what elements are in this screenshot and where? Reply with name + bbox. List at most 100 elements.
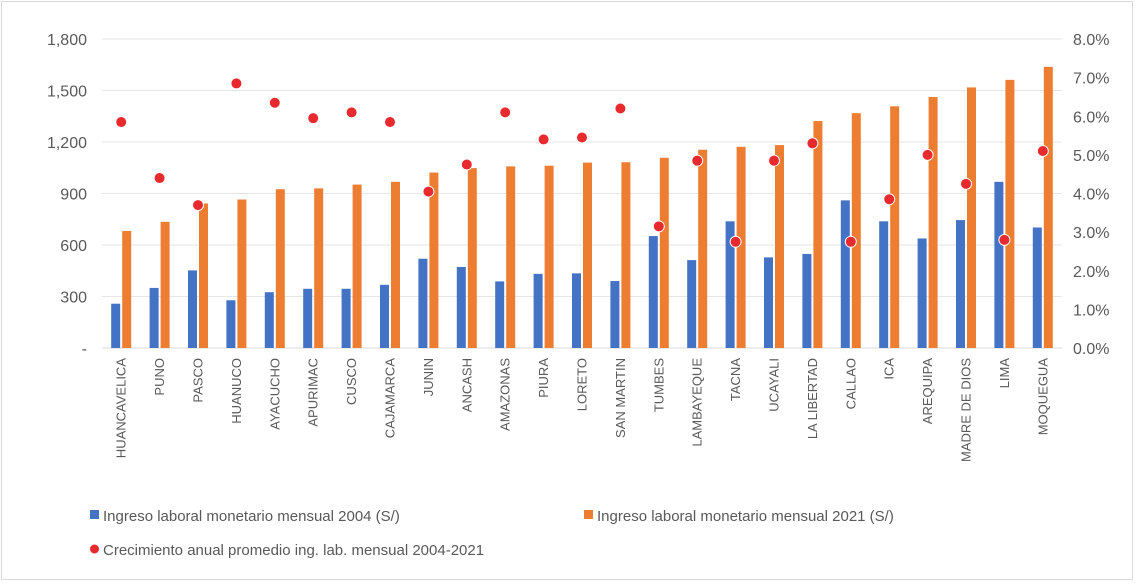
growth-point — [115, 116, 128, 129]
growth-point — [998, 233, 1011, 246]
right-tick-label: 4.0% — [1073, 187, 1109, 204]
bar-2004 — [456, 266, 466, 348]
category-label: MADRE DE DIOS — [959, 358, 974, 462]
right-tick-label: 5.0% — [1073, 148, 1109, 165]
category-label: TACNA — [728, 358, 743, 401]
growth-point — [576, 131, 588, 144]
left-tick-label: 1,200 — [47, 135, 87, 152]
bar-2004 — [840, 200, 850, 348]
category-label: SAN MARTIN — [613, 358, 628, 438]
bar-2021 — [429, 172, 439, 348]
bar-2021 — [698, 149, 708, 348]
growth-point — [192, 199, 204, 212]
bar-2004 — [303, 288, 313, 348]
category-label: MOQUEGUA — [1035, 358, 1050, 436]
bar-2004 — [572, 273, 581, 348]
growth-point — [960, 177, 972, 190]
category-label: PUNO — [152, 358, 167, 396]
bar-2021 — [775, 145, 784, 348]
bar-2021 — [583, 162, 592, 348]
category-label: AREQUIPA — [920, 358, 935, 425]
left-tick-label: 300 — [60, 290, 87, 307]
growth-point — [153, 172, 166, 185]
bar-2004 — [1032, 227, 1042, 348]
bar-2004 — [533, 273, 543, 348]
bar-2004 — [418, 258, 428, 348]
category-label: UCAYALI — [767, 358, 782, 412]
bar-2004 — [149, 287, 159, 348]
growth-point — [921, 148, 934, 161]
right-tick-label: 1.0% — [1073, 302, 1109, 319]
category-label: HUANCAVELICA — [114, 358, 129, 459]
category-label: AYACUCHO — [267, 358, 282, 430]
left-tick-label: 1,800 — [47, 32, 87, 49]
legend-swatch — [90, 544, 99, 554]
bar-2021 — [659, 157, 669, 348]
category-label: TUMBES — [651, 358, 666, 413]
bar-2004 — [994, 181, 1004, 348]
bar-2004 — [648, 236, 658, 348]
bar-2004 — [879, 221, 889, 348]
category-label: ANCASH — [459, 358, 474, 412]
right-tick-label: 2.0% — [1073, 264, 1109, 281]
right-tick-label: 6.0% — [1073, 109, 1109, 126]
bar-2021 — [736, 146, 746, 348]
legend-label: Ingreso laboral monetario mensual 2004 (… — [103, 508, 400, 525]
bar-2004 — [380, 284, 389, 348]
bar-2004 — [226, 300, 236, 348]
bar-2021 — [506, 166, 516, 348]
legend-swatch — [90, 510, 99, 519]
growth-point — [460, 158, 473, 171]
legend: Ingreso laboral monetario mensual 2004 (… — [90, 508, 894, 559]
bar-2004 — [188, 270, 197, 348]
growth-point — [422, 185, 435, 198]
bar-2021 — [160, 221, 170, 348]
growth-point — [1036, 145, 1049, 158]
growth-point — [307, 112, 320, 125]
category-label: HUANUCO — [229, 358, 244, 424]
bar-2021 — [275, 189, 285, 348]
bar-2004 — [495, 281, 505, 348]
bar-2004 — [341, 288, 351, 348]
bar-2021 — [237, 199, 247, 348]
category-label: CALLAO — [843, 358, 858, 409]
growth-point — [768, 154, 780, 167]
bar-2004 — [111, 303, 121, 348]
bar-2021 — [928, 97, 938, 348]
right-tick-label: 3.0% — [1073, 225, 1109, 242]
category-label: LAMBAYEQUE — [690, 358, 705, 447]
bar-2021 — [467, 168, 477, 348]
bar-2021 — [544, 165, 554, 348]
category-label: APURIMAC — [306, 358, 321, 427]
bars — [111, 66, 1053, 349]
bar-2004 — [610, 281, 620, 348]
right-tick-label: 0.0% — [1073, 341, 1109, 358]
bar-2021 — [391, 181, 400, 348]
category-label: CUSCO — [344, 358, 359, 405]
growth-point — [883, 193, 896, 206]
category-label: CAJAMARCA — [383, 358, 398, 439]
category-label: LORETO — [575, 358, 590, 411]
bar-2004 — [725, 221, 735, 348]
category-label: ICA — [882, 358, 897, 380]
growth-point — [652, 220, 665, 233]
legend-label: Crecimiento anual promedio ing. lab. men… — [103, 542, 484, 559]
growth-point — [499, 106, 512, 119]
bar-2004 — [802, 253, 812, 348]
right-tick-label: 7.0% — [1073, 71, 1109, 88]
growth-point — [691, 154, 704, 167]
bar-2021 — [1043, 66, 1053, 348]
bar-2021 — [890, 106, 900, 348]
left-tick-label: 1,500 — [47, 84, 87, 101]
left-tick-label: - — [82, 341, 87, 358]
category-label: PIURA — [536, 358, 551, 398]
growth-points — [115, 77, 1049, 248]
bar-2021 — [1005, 79, 1015, 349]
right-tick-label: 8.0% — [1073, 32, 1109, 49]
category-label: JUNIN — [421, 358, 436, 396]
category-label: AMAZONAS — [498, 358, 513, 431]
growth-point — [345, 106, 358, 119]
bar-2021 — [967, 87, 976, 348]
